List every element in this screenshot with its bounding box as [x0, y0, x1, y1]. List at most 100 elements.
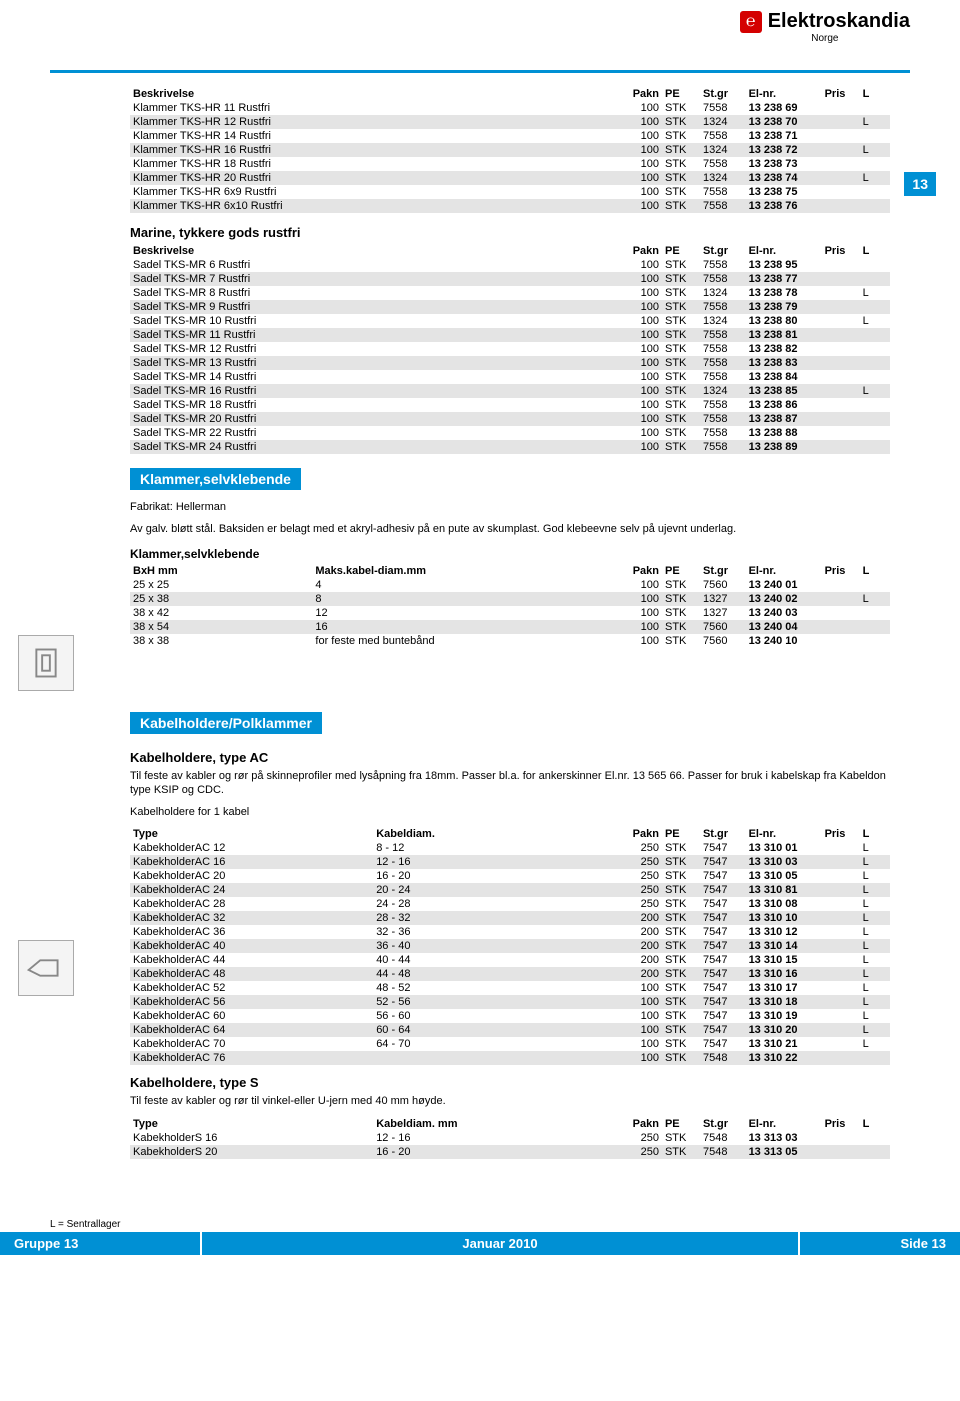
th-pris: Pris	[822, 1117, 860, 1131]
table-cell: 13 310 03	[746, 855, 822, 869]
table-cell: 13 238 89	[746, 440, 822, 454]
table-cell: 13 238 80	[746, 314, 822, 328]
table-cell	[822, 1037, 860, 1051]
table-cell	[480, 286, 617, 300]
table-cell: Sadel TKS-MR 6 Rustfri	[130, 258, 480, 272]
table-cell	[860, 398, 890, 412]
table-cell: 13 240 04	[746, 620, 822, 634]
table-cell: 250	[616, 1145, 662, 1159]
table-cell	[860, 328, 890, 342]
table-cell: L	[860, 841, 890, 855]
table-cell: STK	[662, 342, 700, 356]
th-pris: Pris	[822, 564, 860, 578]
table-cell: STK	[662, 1051, 700, 1065]
table-cell	[480, 300, 617, 314]
table-row: Klammer TKS-HR 18 Rustfri100STK755813 23…	[130, 157, 890, 171]
table-cell	[822, 1145, 860, 1159]
table-cell: STK	[662, 953, 700, 967]
klammer-meta2: Av galv. bløtt stål. Baksiden er belagt …	[130, 522, 890, 536]
table-cell: 16 - 20	[373, 1145, 616, 1159]
table-cell: L	[860, 967, 890, 981]
table-cell: Sadel TKS-MR 8 Rustfri	[130, 286, 480, 300]
table-cell	[480, 398, 617, 412]
table-cell: L	[860, 953, 890, 967]
table-cell: STK	[662, 981, 700, 995]
table-cell: 100	[616, 300, 662, 314]
table-cell: 40 - 44	[373, 953, 616, 967]
table-cell: Klammer TKS-HR 6x10 Rustfri	[130, 199, 480, 213]
table-cell: 100	[616, 1023, 662, 1037]
th-maks: Maks.kabel-diam.mm	[312, 564, 616, 578]
th-l: L	[860, 87, 890, 101]
table-cell	[822, 981, 860, 995]
table-cell: Sadel TKS-MR 14 Rustfri	[130, 370, 480, 384]
footer-right: Side 13	[800, 1232, 960, 1255]
table-cell: 13 310 01	[746, 841, 822, 855]
table-row: KabekholderAC 4036 - 40200STK754713 310 …	[130, 939, 890, 953]
table-cell: 100	[616, 143, 662, 157]
th-pakn: Pakn	[616, 87, 662, 101]
table-cell: STK	[662, 1131, 700, 1145]
table-cell: 100	[616, 199, 662, 213]
table-row: Klammer TKS-HR 11 Rustfri100STK755813 23…	[130, 101, 890, 115]
table-row: Sadel TKS-MR 8 Rustfri100STK132413 238 7…	[130, 286, 890, 300]
table-cell: STK	[662, 1023, 700, 1037]
table-cell: 200	[616, 911, 662, 925]
sub-kabel-ac: Kabelholdere, type AC	[130, 750, 890, 765]
table-cell: 7558	[700, 328, 746, 342]
table-cell: 100	[616, 258, 662, 272]
table-cell: L	[860, 869, 890, 883]
table-cell: 16	[312, 620, 616, 634]
table-cell	[860, 412, 890, 426]
table-cell: 13 238 87	[746, 412, 822, 426]
table-row: Sadel TKS-MR 22 Rustfri100STK755813 238 …	[130, 426, 890, 440]
table-cell: STK	[662, 412, 700, 426]
table-cell: 13 238 82	[746, 342, 822, 356]
table-cell: 32 - 36	[373, 925, 616, 939]
table-cell: STK	[662, 1009, 700, 1023]
table-cell: L	[860, 1023, 890, 1037]
table-cell: STK	[662, 855, 700, 869]
table-cell	[860, 426, 890, 440]
table-cell: STK	[662, 328, 700, 342]
table-cell: Klammer TKS-HR 6x9 Rustfri	[130, 185, 480, 199]
table-cell	[822, 1023, 860, 1037]
table-cell: 13 240 02	[746, 592, 822, 606]
table-cell: 12	[312, 606, 616, 620]
table-cell: 13 240 10	[746, 634, 822, 648]
table-cell: 13 238 79	[746, 300, 822, 314]
table-cell: 52 - 56	[373, 995, 616, 1009]
table-cell	[480, 328, 617, 342]
table-cell: 20 - 24	[373, 883, 616, 897]
table-cell: 250	[616, 841, 662, 855]
table-row: Klammer TKS-HR 6x9 Rustfri100STK755813 2…	[130, 185, 890, 199]
footer-note: L = Sentrallager	[50, 1219, 960, 1230]
table-cell: 200	[616, 967, 662, 981]
th-kabeldiam-mm: Kabeldiam. mm	[373, 1117, 616, 1131]
table-cell: 200	[616, 953, 662, 967]
table-row: KabekholderAC 2824 - 28250STK754713 310 …	[130, 897, 890, 911]
table-cell	[822, 578, 860, 592]
table-cell	[480, 426, 617, 440]
table-cell: 100	[616, 185, 662, 199]
table-cell	[480, 356, 617, 370]
table-cell	[480, 101, 617, 115]
table-cell: 1327	[700, 592, 746, 606]
table-row: KabekholderAC 128 - 12250STK754713 310 0…	[130, 841, 890, 855]
table-cell: 7547	[700, 1009, 746, 1023]
table-cell	[822, 199, 860, 213]
table-cell: Sadel TKS-MR 10 Rustfri	[130, 314, 480, 328]
table-cell: STK	[662, 199, 700, 213]
table-row: KabekholderAC 5248 - 52100STK754713 310 …	[130, 981, 890, 995]
table-cell: Klammer TKS-HR 18 Rustfri	[130, 157, 480, 171]
th-elnr: El-nr.	[746, 827, 822, 841]
table-cell: 7558	[700, 272, 746, 286]
th-elnr: El-nr.	[746, 564, 822, 578]
table-cell: STK	[662, 143, 700, 157]
th-pakn: Pakn	[616, 564, 662, 578]
table-cell: STK	[662, 911, 700, 925]
table-cell: L	[860, 1009, 890, 1023]
th-stgr: St.gr	[700, 244, 746, 258]
table-cell	[822, 398, 860, 412]
table-cell: Sadel TKS-MR 11 Rustfri	[130, 328, 480, 342]
